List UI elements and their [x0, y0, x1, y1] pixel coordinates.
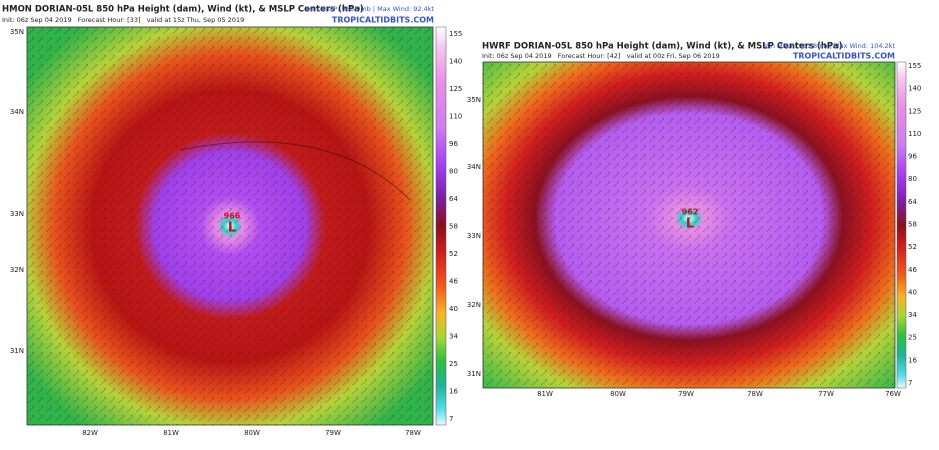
lat-label: 31N	[10, 347, 24, 355]
lon-label: 81W	[537, 390, 553, 398]
panel: HWRF DORIAN-05L 850 hPa Height (dam), Wi…	[467, 42, 922, 399]
lon-label: 80W	[244, 429, 260, 437]
colorbar-label: 140	[449, 58, 462, 66]
title: HWRF DORIAN-05L 850 hPa Height (dam), Wi…	[482, 42, 843, 52]
subtitle: Init: 06z Sep 04 2019 Forecast Hour: [42…	[482, 52, 720, 60]
lon-label: 81W	[163, 429, 179, 437]
colorbar-label: 46	[449, 278, 458, 286]
colorbar-label: 58	[449, 223, 458, 231]
colorbar-label: 34	[449, 333, 458, 341]
colorbar-label: 155	[908, 62, 921, 70]
lat-label: 34N	[10, 108, 24, 116]
colorbar-label: 80	[449, 168, 458, 176]
lat-label: 35N	[467, 96, 481, 104]
lon-label: 76W	[885, 390, 901, 398]
lat-label: 34N	[467, 163, 481, 171]
colorbar-label: 52	[908, 243, 917, 251]
colorbar-label: 7	[449, 415, 453, 423]
colorbar-label: 125	[908, 107, 921, 115]
colorbar-label: 40	[449, 305, 458, 313]
colorbar	[896, 61, 907, 389]
lon-label: 80W	[610, 390, 626, 398]
site: TROPICALTIDBITS.COM	[332, 16, 434, 25]
low-symbol: L	[686, 217, 694, 232]
wind-barbs	[483, 62, 895, 388]
lon-label: 78W	[747, 390, 763, 398]
lat-label: 35N	[10, 28, 24, 36]
contour	[179, 141, 411, 201]
lon-label: 77W	[818, 390, 834, 398]
colorbar-label: 155	[449, 30, 462, 38]
title: HMON DORIAN-05L 850 hPa Height (dam), Wi…	[2, 5, 364, 15]
site: TROPICALTIDBITS.COM	[793, 52, 895, 61]
colorbar-label: 34	[908, 311, 917, 319]
lon-label: 82W	[82, 429, 98, 437]
colorbar-label: 80	[908, 175, 917, 183]
colorbar-label: 7	[908, 379, 912, 387]
colorbar-label: 96	[449, 140, 458, 148]
colorbar-label: 16	[908, 356, 917, 364]
lon-label: 79W	[325, 429, 341, 437]
map-frame	[482, 61, 896, 389]
center-pressure: 962	[682, 208, 699, 217]
colorbar-label: 58	[908, 221, 917, 229]
stats: Min MSLP: 961.8mb | Max Wind: 104.2kt	[763, 42, 895, 50]
panel: HMON DORIAN-05L 850 hPa Height (dam), Wi…	[2, 5, 462, 438]
colorbar-label: 64	[908, 198, 917, 206]
colorbar-label: 16	[449, 388, 458, 396]
colorbar-label: 110	[449, 113, 462, 121]
lat-label: 32N	[467, 301, 481, 309]
colorbar-label: 46	[908, 266, 917, 274]
colorbar-label: 40	[908, 288, 917, 296]
lon-label: 79W	[678, 390, 694, 398]
colorbar-label: 64	[449, 195, 458, 203]
map-frame	[26, 26, 434, 426]
center-pressure: 966	[224, 212, 241, 221]
colorbar-label: 110	[908, 130, 921, 138]
lat-label: 31N	[467, 370, 481, 378]
colorbar-label: 140	[908, 85, 921, 93]
low-symbol: L	[228, 221, 236, 236]
lat-label: 33N	[10, 210, 24, 218]
colorbar	[435, 26, 447, 426]
colorbar-label: 25	[449, 360, 458, 368]
colorbar-label: 96	[908, 153, 917, 161]
lon-label: 78W	[405, 429, 421, 437]
lat-label: 32N	[10, 266, 24, 274]
colorbar-label: 25	[908, 334, 917, 342]
colorbar-label: 125	[449, 85, 462, 93]
stats: Min MSLP: 965.9mb | Max Wind: 92.4kt	[307, 5, 435, 13]
colorbar-label: 52	[449, 250, 458, 258]
lat-label: 33N	[467, 232, 481, 240]
subtitle: Init: 06z Sep 04 2019 Forecast Hour: [33…	[2, 16, 244, 24]
wind-barbs	[27, 27, 433, 425]
